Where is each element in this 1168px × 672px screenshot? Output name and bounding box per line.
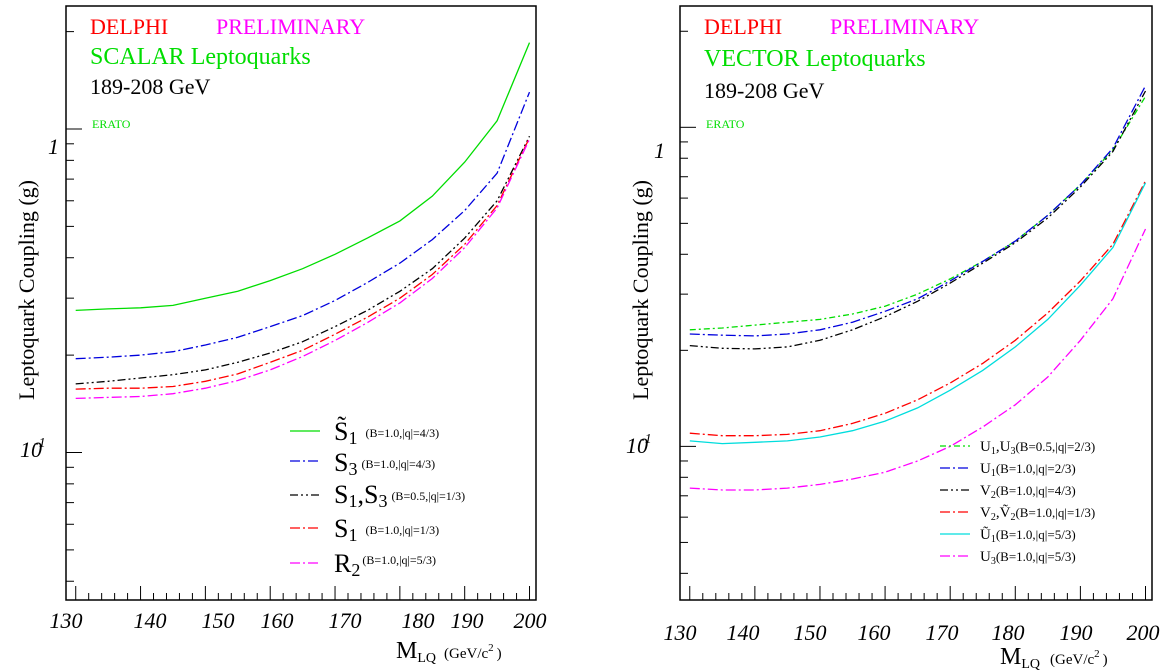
legend-label: U1,U3(B=0.5,|q|=2/3) bbox=[980, 439, 1095, 457]
experiment-label: DELPHI bbox=[704, 14, 782, 39]
series-line-4 bbox=[689, 182, 1147, 445]
x-tick-label: 170 bbox=[926, 620, 959, 645]
legend-entry-r2: R2 (B=1.0,|q|=5/3) bbox=[290, 549, 436, 580]
data-curves bbox=[75, 42, 531, 400]
x-tick-label: 130 bbox=[50, 608, 83, 633]
series-line-3 bbox=[689, 180, 1147, 437]
chart-subtitle: SCALAR Leptoquarks bbox=[90, 44, 311, 70]
legend-label: S3 (B=1.0,|q|=4/3) bbox=[334, 448, 435, 479]
x-tick-label: 140 bbox=[727, 620, 760, 645]
legend: U1,U3(B=0.5,|q|=2/3) U1(B=1.0,|q|=2/3) V… bbox=[940, 439, 1095, 567]
legend-entry-s1: S1 (B=1.0,|q|=1/3) bbox=[290, 514, 439, 545]
x-tick-label: 200 bbox=[514, 608, 547, 633]
energy-range: 189-208 GeV bbox=[90, 74, 210, 99]
legend-entry-u3: U3(B=1.0,|q|=5/3) bbox=[940, 549, 1076, 567]
legend-entry-s1-s3: S1,S3 (B=0.5,|q|=1/3) bbox=[290, 480, 465, 511]
chart-subtitle: VECTOR Leptoquarks bbox=[704, 46, 926, 72]
legend: S̃1 (B=1.0,|q|=4/3) S3 (B=1.0,|q|=4/3) S1,… bbox=[290, 417, 465, 580]
legend-label: S1 (B=1.0,|q|=1/3) bbox=[334, 514, 439, 545]
preliminary-label: PRELIMINARY bbox=[830, 14, 979, 39]
energy-range: 189-208 GeV bbox=[704, 78, 824, 103]
x-tick-label: 180 bbox=[402, 608, 435, 633]
legend-label: S1,S3 (B=0.5,|q|=1/3) bbox=[334, 480, 465, 511]
y-tick-label-0.1: 10-1 bbox=[20, 436, 46, 462]
legend-label: U1(B=1.0,|q|=2/3) bbox=[980, 461, 1076, 479]
x-tick-labels: 130 140 150 160 170 180 190 200 bbox=[664, 620, 1160, 645]
y-axis-label: Leptoquark Coupling (g) bbox=[628, 180, 653, 400]
x-axis-label: MLQ (GeV/c2) bbox=[396, 638, 502, 666]
series-line-0 bbox=[689, 96, 1147, 331]
tick-marks bbox=[680, 30, 1146, 600]
y-tick-label-0.1: 10-1 bbox=[626, 432, 652, 458]
legend-label: R2 (B=1.0,|q|=5/3) bbox=[334, 549, 436, 580]
series-line-3 bbox=[75, 137, 531, 390]
legend-entry-u1-tilde: Ũ1(B=1.0,|q|=5/3) bbox=[940, 526, 1076, 545]
series-line-2 bbox=[689, 90, 1147, 350]
series-line-0 bbox=[75, 42, 531, 312]
plot-frame bbox=[679, 5, 1153, 601]
erato-tag: ERATO bbox=[92, 117, 131, 131]
legend-entry-u1-u3: U1,U3(B=0.5,|q|=2/3) bbox=[940, 439, 1095, 457]
series-line-1 bbox=[689, 85, 1147, 337]
x-tick-label: 130 bbox=[664, 620, 697, 645]
x-tick-label: 170 bbox=[329, 608, 362, 633]
x-tick-label: 190 bbox=[451, 608, 484, 633]
x-tick-label: 150 bbox=[794, 620, 827, 645]
legend-label: V2,Ṽ2(B=1.0,|q|=1/3) bbox=[980, 504, 1095, 523]
legend-label: U3(B=1.0,|q|=5/3) bbox=[980, 549, 1076, 567]
x-tick-label: 160 bbox=[261, 608, 294, 633]
tick-marks bbox=[66, 31, 531, 600]
legend-label: S̃1 (B=1.0,|q|=4/3) bbox=[334, 417, 439, 448]
x-tick-label: 140 bbox=[134, 608, 167, 633]
experiment-label: DELPHI bbox=[90, 14, 168, 39]
series-line-2 bbox=[75, 135, 531, 385]
x-tick-label: 160 bbox=[858, 620, 891, 645]
legend-entry-u1: U1(B=1.0,|q|=2/3) bbox=[940, 461, 1076, 479]
series-line-5 bbox=[689, 228, 1147, 491]
plot-frame bbox=[65, 5, 537, 601]
y-tick-label-1: 1 bbox=[48, 134, 59, 159]
legend-label: V2(B=1.0,|q|=4/3) bbox=[980, 483, 1076, 501]
x-tick-label: 200 bbox=[1127, 620, 1160, 645]
y-tick-label-1: 1 bbox=[654, 138, 665, 163]
legend-entry-v2-v2-tilde: V2,Ṽ2(B=1.0,|q|=1/3) bbox=[940, 504, 1095, 523]
legend-entry-v2: V2(B=1.0,|q|=4/3) bbox=[940, 483, 1076, 501]
vector-chart-panel: DELPHI PRELIMINARY VECTOR Leptoquarks 18… bbox=[626, 5, 1160, 672]
preliminary-label: PRELIMINARY bbox=[216, 14, 365, 39]
legend-entry-s1-tilde: S̃1 (B=1.0,|q|=4/3) bbox=[290, 417, 439, 448]
data-curves bbox=[689, 85, 1147, 491]
x-tick-label: 150 bbox=[202, 608, 235, 633]
x-axis-label: MLQ (GeV/c2) bbox=[1000, 644, 1108, 672]
x-tick-label: 180 bbox=[992, 620, 1025, 645]
series-line-1 bbox=[75, 91, 531, 360]
x-tick-labels: 130 140 150 160 170 180 190 200 bbox=[50, 608, 547, 633]
scalar-chart-panel: DELPHI PRELIMINARY SCALAR Leptoquarks 18… bbox=[14, 5, 547, 666]
legend-entry-s3: S3 (B=1.0,|q|=4/3) bbox=[290, 448, 435, 479]
y-axis-label: Leptoquark Coupling (g) bbox=[14, 180, 39, 400]
erato-tag: ERATO bbox=[706, 117, 745, 131]
legend-label: Ũ1(B=1.0,|q|=5/3) bbox=[980, 526, 1076, 545]
x-tick-label: 190 bbox=[1060, 620, 1093, 645]
series-line-4 bbox=[75, 138, 531, 400]
